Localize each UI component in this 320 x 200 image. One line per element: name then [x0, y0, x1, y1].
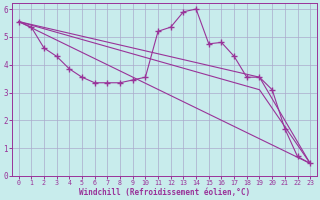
- X-axis label: Windchill (Refroidissement éolien,°C): Windchill (Refroidissement éolien,°C): [79, 188, 250, 197]
